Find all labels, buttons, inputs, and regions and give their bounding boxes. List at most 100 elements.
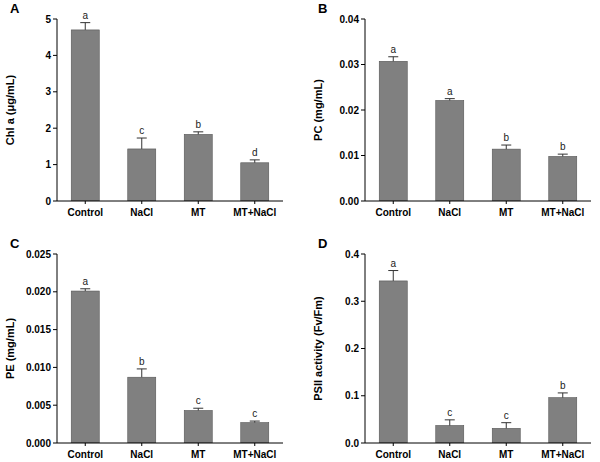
error-bar xyxy=(250,160,260,163)
significance-letter: a xyxy=(82,276,88,287)
y-tick xyxy=(53,128,57,129)
y-tick-label: 0.010 xyxy=(26,362,51,373)
error-bar xyxy=(250,421,260,423)
y-tick-label: 1 xyxy=(45,159,51,170)
y-tick-label: 0.04 xyxy=(340,14,360,25)
significance-letter: a xyxy=(447,86,453,97)
x-tick xyxy=(562,201,563,204)
x-tick xyxy=(506,443,507,446)
x-tick xyxy=(254,201,255,204)
error-bar xyxy=(501,423,511,429)
panel-label: D xyxy=(318,236,327,251)
y-axis xyxy=(57,19,58,201)
y-axis-label: PC (mg/mL) xyxy=(312,79,324,141)
x-tick-label: NaCl xyxy=(130,207,153,218)
x-tick xyxy=(506,201,507,204)
bar xyxy=(241,163,269,201)
error-bar xyxy=(193,132,203,135)
x-tick-label: MT xyxy=(499,207,513,218)
x-tick xyxy=(393,443,394,446)
x-tick xyxy=(393,201,394,204)
y-tick xyxy=(361,201,365,202)
x-axis xyxy=(365,201,591,202)
bar xyxy=(379,61,407,201)
panel: BPC (mg/mL)aabb0.000.010.020.030.04Contr… xyxy=(312,1,591,218)
y-tick-label: 0.015 xyxy=(26,324,51,335)
y-axis xyxy=(57,254,58,443)
significance-letter: d xyxy=(252,147,258,158)
y-tick xyxy=(53,19,57,20)
x-tick xyxy=(562,443,563,446)
y-tick-label: 0 xyxy=(45,196,51,207)
x-axis xyxy=(57,443,283,444)
bar xyxy=(492,149,520,201)
bar xyxy=(549,398,577,443)
x-tick-label: MT+NaCl xyxy=(233,207,276,218)
y-tick xyxy=(53,367,57,368)
bar xyxy=(549,156,577,201)
y-axis-label: PSII activity (Fv/Fm) xyxy=(312,296,324,401)
error-bar xyxy=(388,57,398,62)
bar xyxy=(436,426,464,443)
y-tick xyxy=(53,405,57,406)
significance-letter: c xyxy=(447,407,452,418)
y-axis-label: PE (mg/mL) xyxy=(4,318,16,379)
y-tick xyxy=(53,443,57,444)
significance-letter: b xyxy=(139,356,145,367)
x-tick xyxy=(449,201,450,204)
y-tick xyxy=(361,155,365,156)
x-tick-label: MT xyxy=(191,207,205,218)
bar xyxy=(128,377,156,443)
significance-letter: b xyxy=(503,132,509,143)
bar xyxy=(379,281,407,443)
error-bar xyxy=(501,145,511,149)
y-tick-label: 0.03 xyxy=(340,59,360,70)
y-tick-label: 0.2 xyxy=(345,343,359,354)
x-axis xyxy=(57,201,283,202)
y-tick xyxy=(53,91,57,92)
x-axis xyxy=(365,443,591,444)
panel-label: A xyxy=(10,1,20,16)
y-tick-label: 0.00 xyxy=(340,196,360,207)
y-tick-label: 2 xyxy=(45,123,51,134)
y-tick-label: 4 xyxy=(45,50,51,61)
x-tick-label: MT+NaCl xyxy=(541,449,584,460)
y-tick-label: 0.0 xyxy=(345,438,359,449)
x-tick-label: MT+NaCl xyxy=(233,449,276,460)
x-tick xyxy=(198,443,199,446)
y-tick xyxy=(53,291,57,292)
x-tick-label: NaCl xyxy=(130,449,153,460)
panel: DPSII activity (Fv/Fm)accb0.00.10.20.30.… xyxy=(312,236,591,460)
y-tick xyxy=(361,395,365,396)
y-tick-label: 0.025 xyxy=(26,249,51,260)
y-tick xyxy=(53,164,57,165)
y-tick xyxy=(53,329,57,330)
y-tick xyxy=(53,254,57,255)
x-tick-label: Control xyxy=(375,207,411,218)
y-tick-label: 0.01 xyxy=(340,150,360,161)
bar xyxy=(492,428,520,443)
significance-letter: b xyxy=(560,380,566,391)
error-bar xyxy=(558,154,568,156)
y-tick xyxy=(361,64,365,65)
panel-label: C xyxy=(10,236,20,251)
x-tick-label: NaCl xyxy=(438,449,461,460)
x-tick xyxy=(85,201,86,204)
error-bar xyxy=(445,99,455,101)
bar xyxy=(71,30,99,201)
significance-letter: a xyxy=(390,258,396,269)
error-bar xyxy=(193,408,203,410)
y-tick xyxy=(361,19,365,20)
error-bar xyxy=(80,289,90,291)
y-tick-label: 0.020 xyxy=(26,286,51,297)
error-bar xyxy=(137,369,147,377)
y-tick-label: 0.000 xyxy=(26,438,51,449)
y-tick-label: 3 xyxy=(45,86,51,97)
y-axis-label: Chl a (μg/mL) xyxy=(4,75,16,146)
bar xyxy=(241,423,269,443)
significance-letter: b xyxy=(195,119,201,130)
bar xyxy=(184,410,212,443)
significance-letter: b xyxy=(560,141,566,152)
y-tick-label: 0.3 xyxy=(345,296,359,307)
x-tick xyxy=(449,443,450,446)
